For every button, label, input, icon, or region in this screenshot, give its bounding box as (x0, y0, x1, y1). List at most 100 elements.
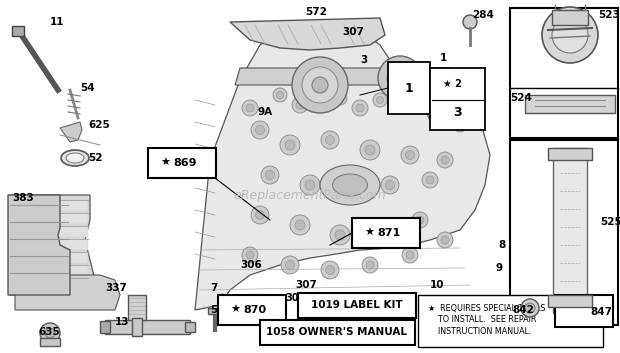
Circle shape (273, 88, 287, 102)
Text: TO INSTALL.  SEE REPAIR: TO INSTALL. SEE REPAIR (428, 316, 536, 324)
Text: 635: 635 (38, 327, 60, 337)
Bar (12, 265, 88, 276)
Circle shape (345, 185, 355, 195)
Ellipse shape (320, 165, 380, 205)
Text: eReplacementParts.com: eReplacementParts.com (234, 189, 386, 202)
Text: 3: 3 (360, 55, 367, 65)
Text: 1: 1 (440, 53, 447, 63)
Circle shape (45, 328, 55, 338)
Bar (552, 10, 588, 25)
Bar (298, 293, 416, 318)
Text: ★  REQUIRES SPECIAL TOOLS: ★ REQUIRES SPECIAL TOOLS (428, 304, 546, 312)
Text: 307: 307 (285, 293, 305, 303)
Bar (12, 200, 88, 211)
Bar (388, 62, 430, 114)
Text: ★: ★ (230, 305, 240, 315)
Polygon shape (195, 22, 490, 310)
Circle shape (366, 261, 374, 269)
Circle shape (405, 150, 415, 160)
Bar (208, 308, 222, 314)
Bar (12, 239, 88, 250)
Circle shape (312, 77, 328, 93)
Circle shape (437, 152, 453, 168)
Bar (12, 213, 88, 224)
Circle shape (300, 175, 320, 195)
Circle shape (401, 146, 419, 164)
Circle shape (386, 180, 394, 190)
Circle shape (427, 92, 463, 128)
Circle shape (280, 135, 300, 155)
Circle shape (416, 101, 424, 109)
Text: 306: 306 (240, 260, 262, 270)
Bar (352, 218, 420, 248)
Circle shape (463, 15, 477, 29)
Circle shape (330, 225, 350, 245)
Polygon shape (60, 122, 82, 142)
Circle shape (373, 93, 387, 107)
Ellipse shape (66, 153, 84, 163)
Circle shape (261, 166, 279, 184)
Bar (418, 295, 603, 347)
Circle shape (285, 261, 294, 269)
Text: 383: 383 (12, 193, 33, 203)
Text: 847: 847 (590, 307, 612, 317)
Circle shape (242, 100, 258, 116)
Circle shape (412, 97, 428, 113)
Bar (510, 140, 618, 325)
Text: 1019 LABEL KIT: 1019 LABEL KIT (311, 300, 403, 310)
Circle shape (292, 57, 348, 113)
Text: 842: 842 (512, 305, 534, 315)
Circle shape (365, 145, 375, 155)
Bar (12, 278, 88, 289)
Circle shape (525, 303, 535, 313)
Circle shape (305, 180, 315, 190)
Circle shape (402, 247, 418, 263)
Circle shape (295, 220, 305, 230)
Circle shape (255, 210, 265, 220)
Bar (548, 295, 592, 307)
Circle shape (335, 230, 345, 240)
Circle shape (552, 17, 588, 53)
Polygon shape (15, 275, 120, 310)
Bar (148, 148, 216, 178)
Text: 869: 869 (173, 158, 197, 168)
Circle shape (412, 212, 428, 228)
Circle shape (285, 140, 295, 150)
Bar (12, 252, 88, 263)
Circle shape (376, 226, 384, 234)
Polygon shape (230, 18, 385, 50)
Text: 337: 337 (105, 283, 127, 293)
Circle shape (326, 136, 335, 144)
Circle shape (453, 118, 467, 132)
Circle shape (371, 221, 389, 239)
Circle shape (426, 176, 434, 184)
Circle shape (378, 56, 422, 100)
Bar (105, 320, 190, 334)
Circle shape (290, 215, 310, 235)
Bar (132, 318, 142, 336)
Circle shape (456, 121, 464, 128)
Bar (185, 322, 195, 332)
Circle shape (432, 104, 448, 120)
Circle shape (441, 236, 449, 244)
Circle shape (296, 101, 304, 109)
Circle shape (362, 257, 378, 273)
Text: 54: 54 (80, 83, 95, 93)
Circle shape (542, 7, 598, 63)
Text: 9A: 9A (258, 107, 273, 117)
Circle shape (352, 100, 368, 116)
Text: 871: 871 (378, 228, 401, 238)
Text: 9: 9 (495, 263, 502, 273)
Circle shape (321, 261, 339, 279)
Circle shape (441, 156, 449, 164)
Ellipse shape (61, 150, 89, 166)
Bar (510, 8, 618, 138)
Text: 1: 1 (405, 82, 414, 95)
Circle shape (356, 104, 364, 112)
Circle shape (387, 65, 413, 91)
Text: 307: 307 (295, 280, 317, 290)
Circle shape (302, 67, 338, 103)
Text: 572: 572 (305, 7, 327, 17)
Circle shape (242, 247, 258, 263)
Circle shape (436, 108, 444, 116)
